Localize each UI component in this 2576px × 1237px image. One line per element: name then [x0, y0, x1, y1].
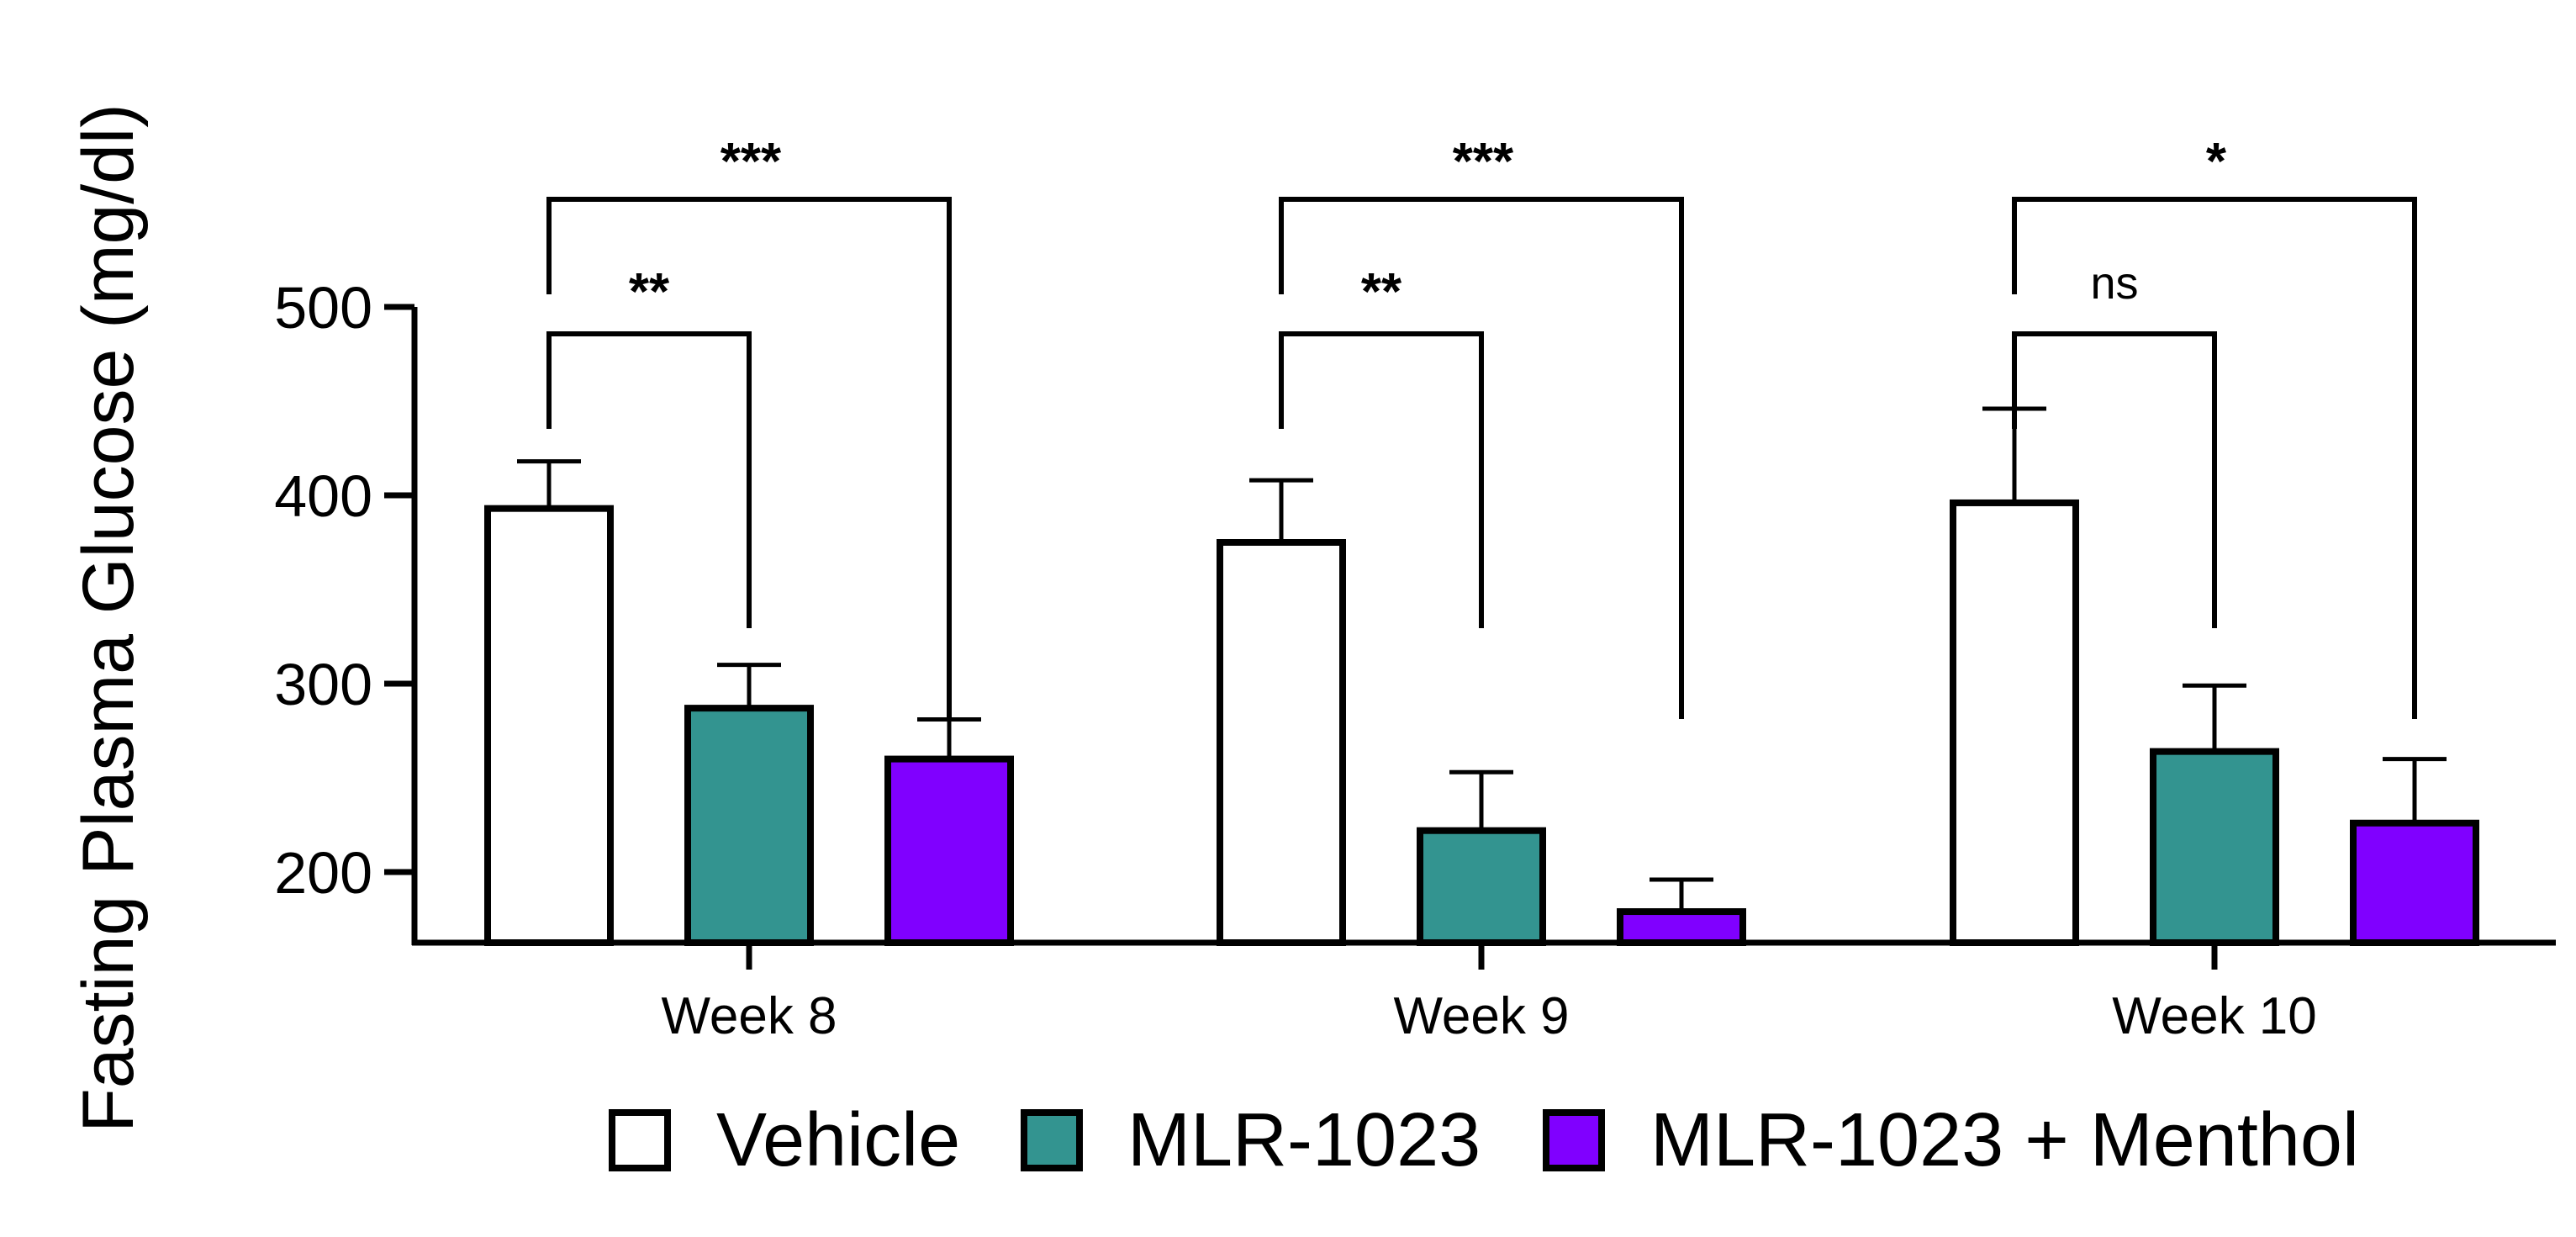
- bar: [2350, 819, 2479, 947]
- error-bars-layer: [517, 406, 2447, 912]
- y-tick-label: 200: [274, 840, 372, 906]
- bar: [1217, 539, 1346, 946]
- legend-item: MLR-1023 + Menthol: [1543, 1098, 2359, 1182]
- y-axis-label: Fasting Plasma Glucose (mg/dl): [68, 103, 149, 1133]
- significance-bracket: [1279, 331, 1484, 628]
- significance-label: *: [2206, 133, 2227, 191]
- significance-brackets-layer: **********ns*: [546, 133, 2417, 719]
- significance-label: ***: [1453, 133, 1514, 191]
- significance-bracket: [1279, 197, 1684, 719]
- x-ticks-layer: Week 8 Week 9 Week 10: [661, 943, 2317, 1045]
- x-tick-label: Week 8: [661, 987, 837, 1045]
- significance-bracket: [2012, 197, 2417, 719]
- legend-item: MLR-1023: [1021, 1098, 1481, 1182]
- legend-label: Vehicle: [716, 1098, 960, 1182]
- significance-label: **: [1361, 263, 1402, 321]
- significance-label: ns: [2090, 258, 2138, 309]
- bar: [1417, 827, 1546, 946]
- legend-swatch: [609, 1109, 671, 1171]
- x-tick-label: Week 10: [2112, 987, 2317, 1045]
- legend: Vehicle MLR-1023 MLR-1023 + Menthol: [609, 1098, 2359, 1182]
- legend-item: Vehicle: [609, 1098, 960, 1182]
- y-ticks-layer: 200 300 400 500: [274, 275, 414, 906]
- legend-swatch: [1021, 1109, 1083, 1171]
- bar: [484, 505, 614, 946]
- legend-label: MLR-1023 + Menthol: [1650, 1098, 2359, 1182]
- significance-bracket: [546, 197, 952, 719]
- legend-swatch: [1543, 1109, 1605, 1171]
- bar: [1950, 499, 2079, 946]
- significance-bracket: [2012, 331, 2217, 628]
- significance-label: ***: [721, 133, 782, 191]
- bar: [684, 705, 814, 946]
- y-tick-label: 500: [274, 275, 372, 341]
- significance-bracket: [546, 331, 752, 628]
- y-tick-label: 400: [274, 463, 372, 529]
- significance-label: **: [629, 263, 670, 321]
- y-tick-label: 300: [274, 652, 372, 717]
- bar: [1617, 908, 1746, 947]
- bar: [884, 755, 1014, 946]
- x-tick-label: Week 9: [1393, 987, 1569, 1045]
- legend-label: MLR-1023: [1127, 1098, 1481, 1182]
- bar: [2150, 748, 2279, 947]
